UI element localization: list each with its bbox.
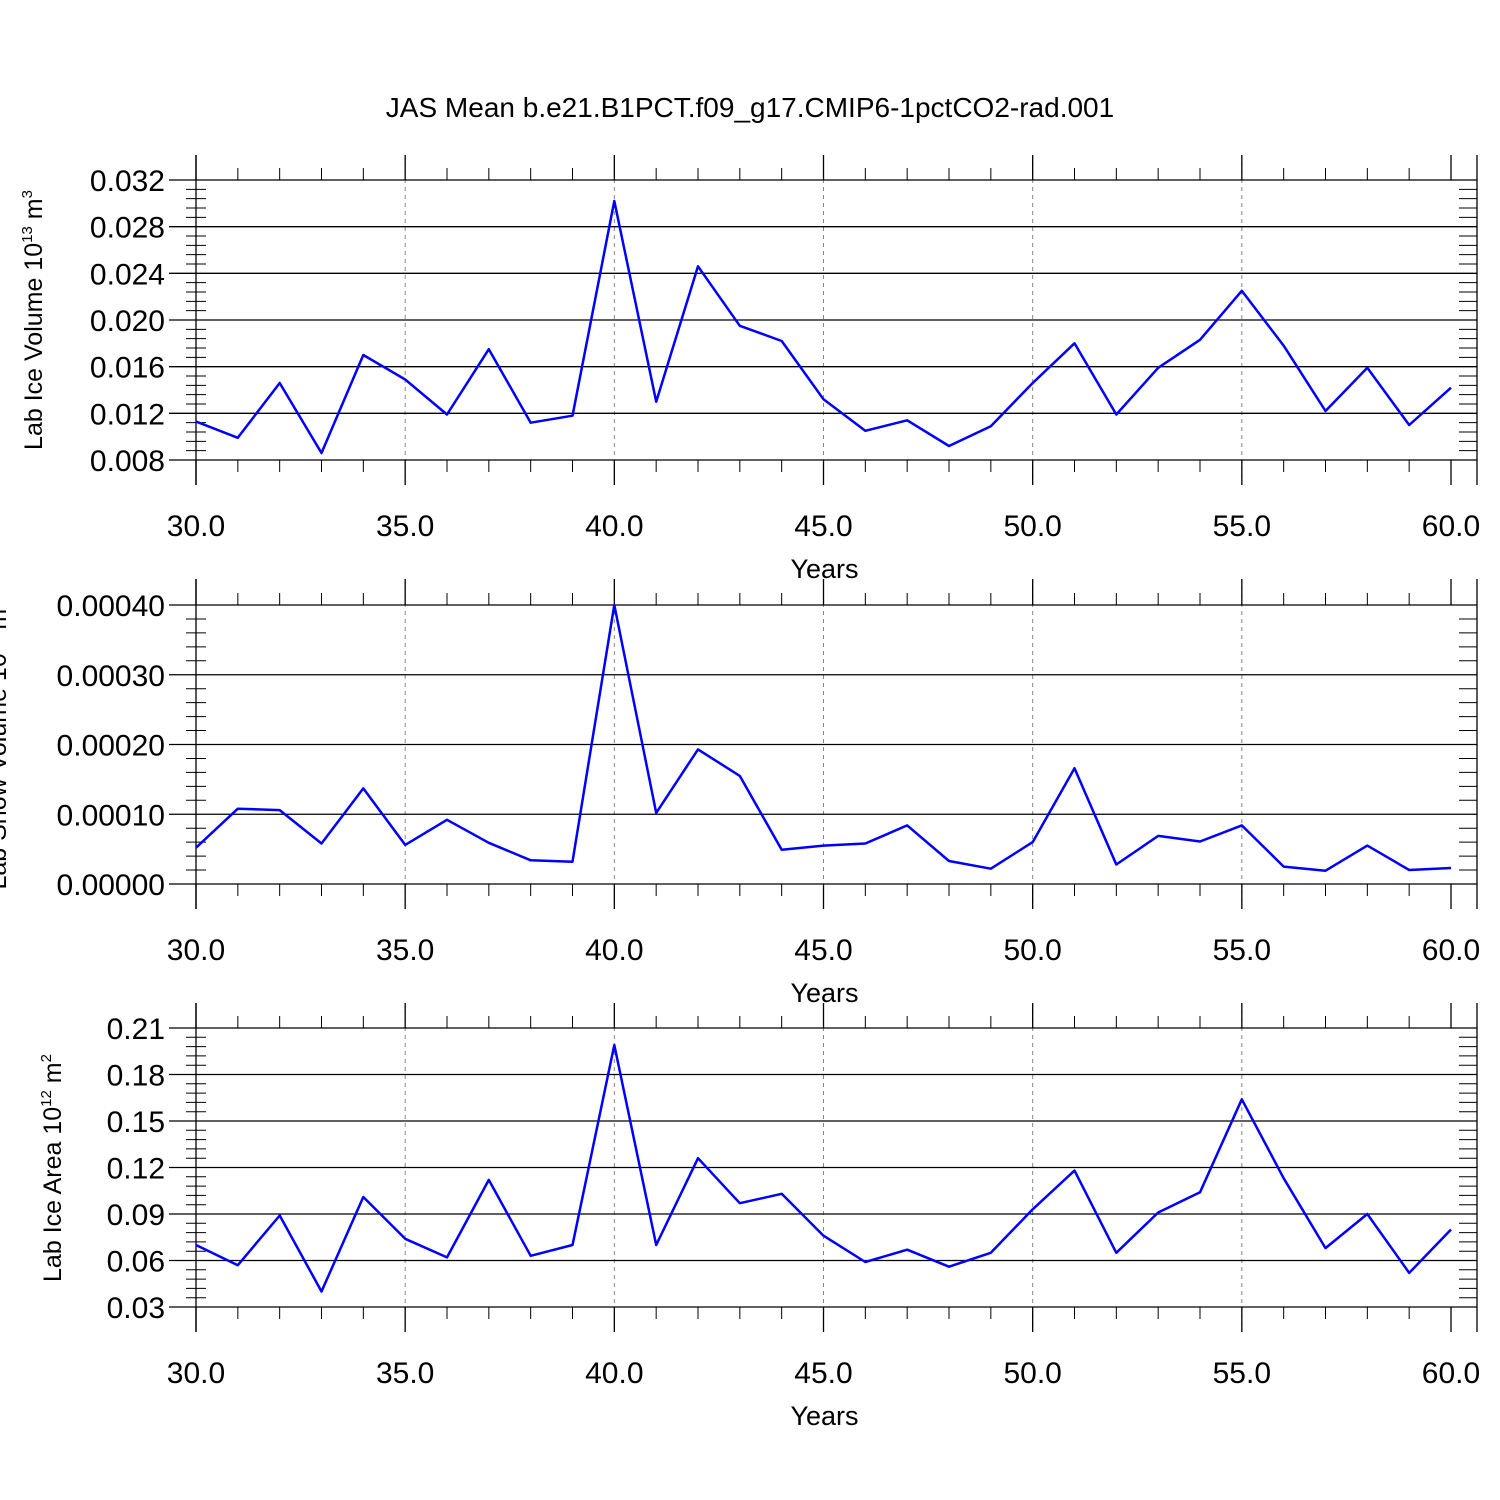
y-axis-label-text: Lab Ice Volume 10 — [20, 243, 48, 450]
y-tick-label: 0.020 — [90, 305, 165, 338]
y-tick-label: 0.00000 — [57, 869, 165, 902]
x-tick-label: 55.0 — [1213, 934, 1271, 967]
x-tick-label: 60.0 — [1422, 934, 1480, 967]
y-tick-label: 0.03 — [107, 1292, 165, 1325]
series-line — [196, 199, 1452, 455]
y-tick-label: 0.032 — [90, 165, 165, 198]
y-axis-label: Lab Ice Volume 1013 m3 — [19, 190, 48, 450]
y-tick-label: 0.00010 — [57, 799, 165, 832]
y-tick-label: 0.15 — [107, 1106, 165, 1139]
panel-lab-ice-area: 0.03 0.06 0.09 0.12 0.15 0.18 0.21 30.0 35.0 40.0… — [38, 1003, 1480, 1431]
x-tick-label: 55.0 — [1213, 510, 1271, 543]
y-tick-label: 0.00040 — [57, 590, 165, 623]
y-axis-label-exponent: 12 — [38, 1090, 55, 1107]
x-tick-label: 60.0 — [1422, 510, 1480, 543]
y-tick-label: 0.012 — [90, 398, 165, 431]
y-tick-label: 0.024 — [90, 258, 165, 291]
y-axis-label-text: Lab Ice Area 10 — [39, 1107, 67, 1282]
y-axis-label-unit-exponent: 2 — [38, 1054, 55, 1062]
x-tick-label: 45.0 — [794, 934, 852, 967]
panel-lab-snow-volume: 0.00000 0.00010 0.00020 0.00030 0.00040 30.0 3… — [0, 579, 1480, 1008]
x-tick-label: 45.0 — [794, 1357, 852, 1390]
series-line — [196, 1043, 1452, 1293]
x-axis-label: Years — [790, 978, 858, 1008]
x-tick-label: 35.0 — [376, 934, 434, 967]
y-tick-label: 0.12 — [107, 1153, 165, 1186]
y-tick-label: 0.028 — [90, 212, 165, 245]
y-axis-label-unit-exponent: 3 — [19, 190, 36, 198]
y-axis-label-unit: m — [39, 1062, 67, 1090]
x-axis-label: Years — [790, 554, 858, 584]
panel-lab-ice-volume: 0.008 0.012 0.016 0.020 0.024 0.028 0.032 30.0 3… — [19, 155, 1480, 584]
x-tick-label: 30.0 — [167, 1357, 225, 1390]
y-axis-label-exponent: 13 — [19, 226, 36, 243]
y-tick-label: 0.18 — [107, 1060, 165, 1093]
x-tick-label: 60.0 — [1422, 1357, 1480, 1390]
x-tick-label: 40.0 — [585, 1357, 643, 1390]
y-axis-label-text: Lab Snow Volume 10 — [0, 653, 12, 889]
x-tick-label: 50.0 — [1003, 510, 1061, 543]
y-axis-label: Lab Snow Volume 1013 m3 — [0, 600, 12, 889]
x-axis-label: Years — [790, 1401, 858, 1431]
y-tick-label: 0.06 — [107, 1246, 165, 1279]
y-tick-label: 0.00020 — [57, 730, 165, 763]
x-tick-label: 50.0 — [1003, 934, 1061, 967]
series-line — [196, 603, 1452, 872]
y-tick-label: 0.008 — [90, 445, 165, 478]
y-tick-label: 0.21 — [107, 1013, 165, 1046]
x-tick-label: 35.0 — [376, 1357, 434, 1390]
y-tick-label: 0.00030 — [57, 660, 165, 693]
y-axis-label: Lab Ice Area 1012 m2 — [38, 1054, 67, 1282]
x-tick-label: 50.0 — [1003, 1357, 1061, 1390]
y-axis-label-unit: m — [20, 198, 48, 226]
x-tick-label: 45.0 — [794, 510, 852, 543]
y-tick-label: 0.09 — [107, 1199, 165, 1232]
x-tick-label: 30.0 — [167, 934, 225, 967]
chart-title: JAS Mean b.e21.B1PCT.f09_g17.CMIP6-1pctC… — [386, 92, 1114, 123]
x-tick-label: 40.0 — [585, 510, 643, 543]
x-tick-label: 40.0 — [585, 934, 643, 967]
x-tick-label: 35.0 — [376, 510, 434, 543]
y-tick-label: 0.016 — [90, 352, 165, 385]
x-tick-label: 30.0 — [167, 510, 225, 543]
x-tick-label: 55.0 — [1213, 1357, 1271, 1390]
y-axis-label-unit: m — [0, 609, 12, 637]
